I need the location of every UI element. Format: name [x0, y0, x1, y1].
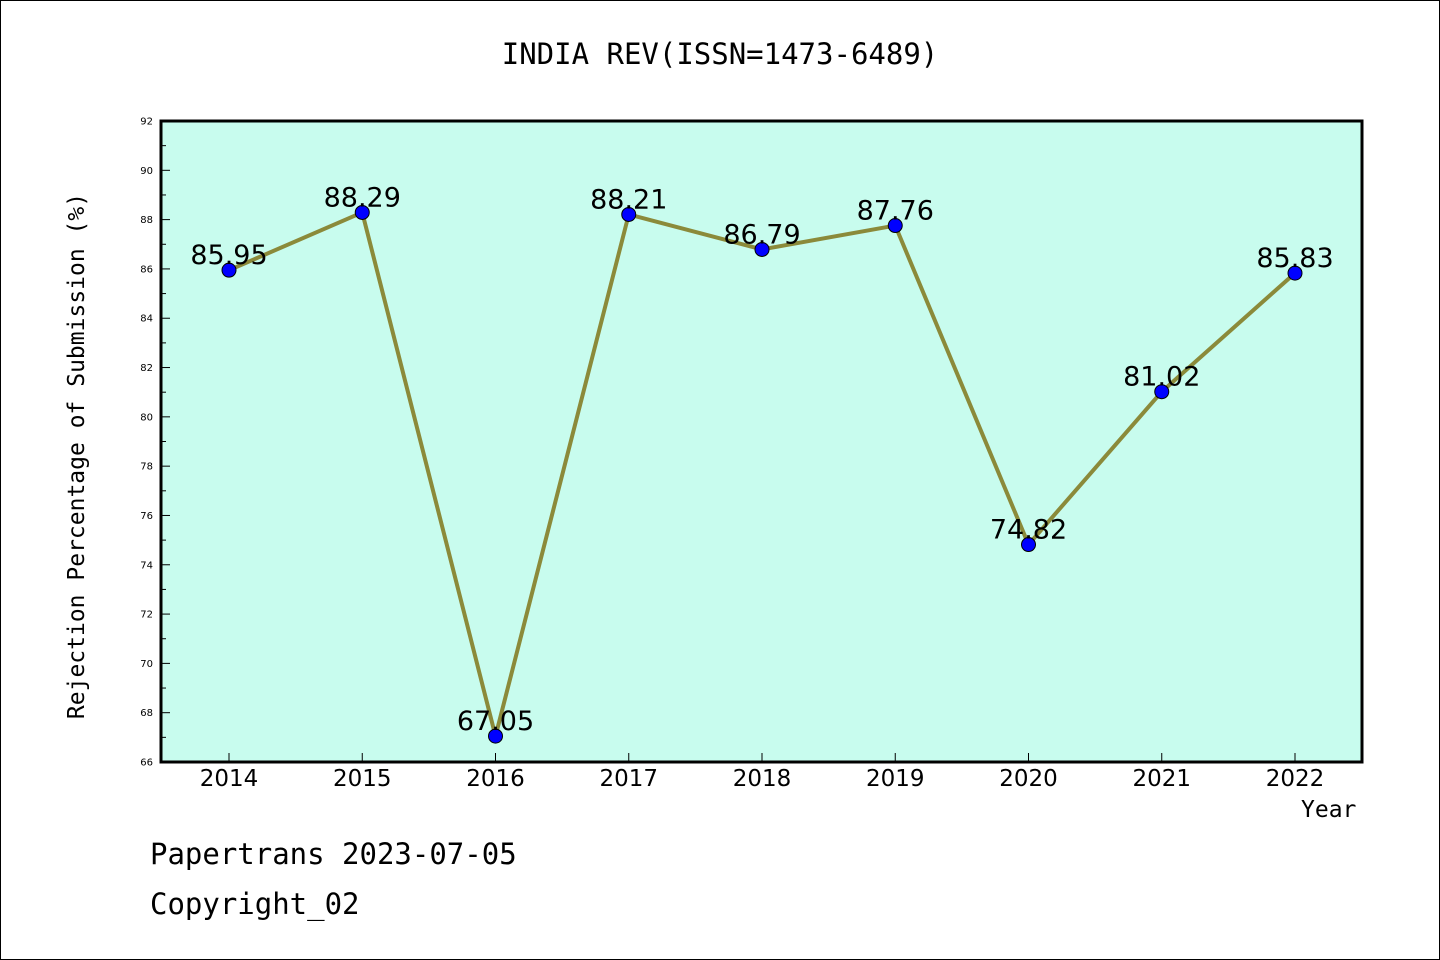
chart-title: INDIA REV(ISSN=1473-6489): [501, 37, 939, 71]
data-point: [887, 218, 903, 234]
data-point: [221, 262, 237, 278]
data-point: [1021, 537, 1036, 553]
data-label: 67.05: [457, 706, 534, 737]
x-tick-label: 2020: [999, 766, 1058, 792]
data-point: [754, 241, 770, 257]
plot-area: [161, 121, 1362, 762]
data-label: 87.76: [857, 196, 934, 227]
y-tick-label: 74: [140, 560, 153, 571]
plot-border: [159, 119, 1364, 764]
y-tick-label: 90: [140, 166, 153, 177]
y-tick-label: 68: [140, 708, 153, 719]
x-tick-label: 2015: [333, 766, 392, 792]
y-tick-label: 76: [140, 511, 153, 522]
data-label: 88.21: [590, 184, 667, 215]
y-tick-label: 84: [140, 314, 153, 325]
y-tick-label: 88: [140, 215, 153, 226]
y-tick-label: 78: [140, 462, 153, 473]
data-label: 85.83: [1256, 243, 1333, 274]
y-tick-label: 70: [140, 659, 153, 670]
data-point: [488, 728, 503, 744]
y-tick-label: 86: [140, 264, 153, 275]
x-tick-label: 2019: [866, 766, 925, 792]
y-tick-label: 80: [140, 412, 153, 423]
footer-copyright: Copyright_02: [150, 887, 360, 921]
data-label: 88.29: [324, 182, 401, 213]
x-tick-label: 2017: [599, 766, 658, 792]
x-axis-label: Year: [1301, 797, 1357, 823]
x-tick-label: 2016: [466, 766, 525, 792]
y-tick-label: 92: [140, 117, 153, 128]
data-label: 74.82: [990, 515, 1067, 546]
data-point: [1154, 384, 1170, 400]
x-tick-label: 2021: [1132, 766, 1191, 792]
x-tick-label: 2022: [1266, 766, 1325, 792]
data-label: 81.02: [1123, 362, 1200, 393]
x-tick-label: 2018: [733, 766, 792, 792]
data-label: 86.79: [723, 219, 800, 250]
y-tick-label: 82: [140, 363, 153, 374]
y-axis-label: Rejection Percentage of Submission (%): [64, 192, 90, 720]
data-point: [1287, 265, 1303, 281]
y-tick-label: 72: [140, 610, 153, 621]
x-tick-label: 2014: [200, 766, 259, 792]
data-point: [621, 206, 637, 222]
y-tick-label: 66: [140, 758, 153, 769]
footer-date: Papertrans 2023-07-05: [150, 837, 517, 871]
data-point: [354, 204, 370, 220]
data-label: 85.95: [190, 240, 267, 271]
